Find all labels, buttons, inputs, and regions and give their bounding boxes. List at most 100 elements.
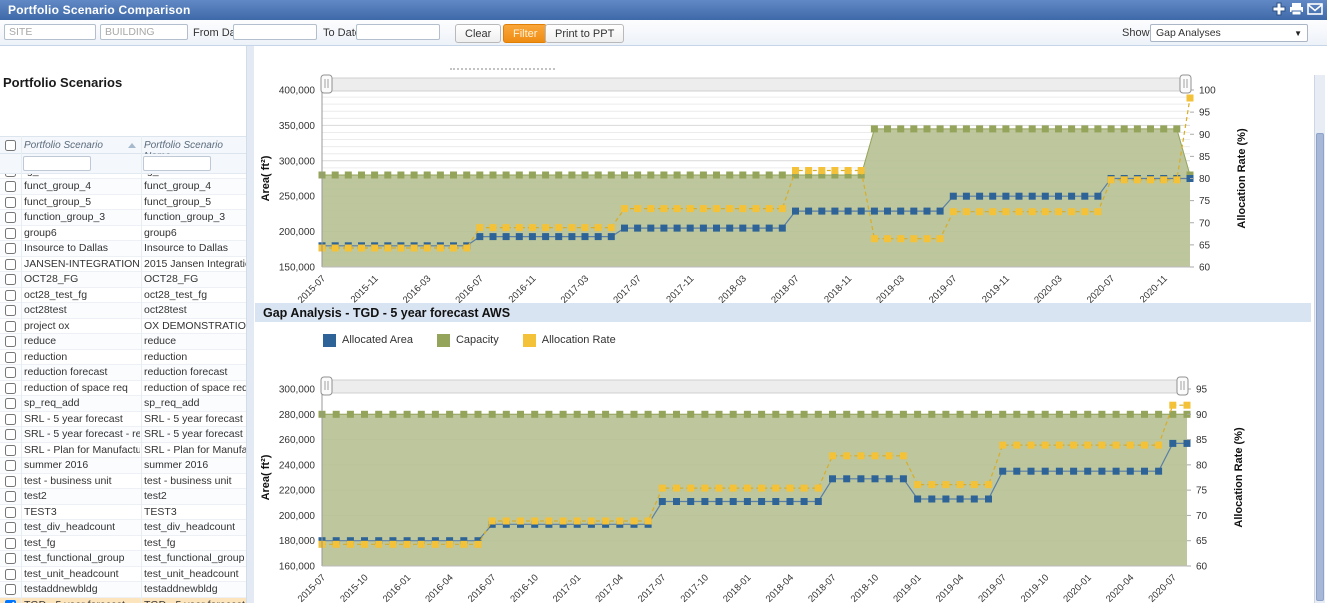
scenario-row[interactable]: reduce reduce (0, 334, 246, 350)
svg-text:85: 85 (1196, 435, 1208, 446)
scenario-row[interactable]: OCT28_FG OCT28_FG (0, 272, 246, 288)
building-input[interactable] (100, 24, 188, 40)
scenario-row[interactable]: JANSEN-INTEGRATION 2015 Jansen Integratio… (0, 256, 246, 272)
scenario-checkbox[interactable] (5, 537, 16, 549)
filter-button[interactable]: Filter (503, 24, 548, 43)
scenario-row[interactable]: funct_group_4 funct_group_4 (0, 179, 246, 195)
scenario-checkbox[interactable] (5, 336, 16, 347)
scenario-row[interactable]: SRL - Plan for Manufacturing SRL - Plan f… (0, 442, 246, 458)
legend-item-allocation-rate[interactable]: Allocation Rate (522, 333, 616, 347)
scenario-row[interactable]: project ox OX DEMONSTRATION PRC (0, 318, 246, 334)
show-dropdown[interactable]: Gap Analyses ▼ (1150, 24, 1308, 42)
scenario-checkbox[interactable] (5, 599, 16, 603)
scenario-row[interactable]: SRL - 5 year forecast - reduced SRL - 5 y… (0, 427, 246, 443)
scenario-filter-input[interactable] (23, 156, 91, 171)
scenario-checkbox[interactable] (5, 506, 16, 518)
scenario-row[interactable]: test - business unit test - business unit (0, 473, 246, 489)
scenario-cell: reduction (24, 350, 68, 363)
clear-button[interactable]: Clear (455, 24, 502, 43)
select-all-checkbox[interactable] (5, 140, 16, 151)
scenario-checkbox[interactable] (5, 444, 16, 456)
scenario-checkbox[interactable] (5, 243, 16, 254)
mail-icon[interactable] (1307, 2, 1323, 16)
scenario-row[interactable]: oct28test oct28test (0, 303, 246, 319)
scenario-name-cell: test_div_headcount (144, 521, 236, 533)
print-icon[interactable] (1289, 2, 1304, 16)
scenario-name-filter-input[interactable] (143, 156, 211, 171)
scenario-row[interactable]: test_unit_headcount test_unit_headcount (0, 566, 246, 582)
column-header-scenario[interactable]: Portfolio Scenario (24, 140, 103, 151)
svg-text:2015-11: 2015-11 (349, 273, 381, 303)
scenario-row[interactable]: oct28_test_fg oct28_test_fg (0, 287, 246, 303)
scenario-checkbox[interactable] (5, 584, 16, 595)
from-date-input[interactable] (233, 24, 317, 40)
site-input[interactable] (4, 24, 96, 40)
scenario-checkbox[interactable] (5, 351, 16, 363)
splitter-drag-handle[interactable] (450, 68, 555, 70)
scenario-checkbox[interactable] (5, 305, 16, 316)
scenario-row[interactable]: test_fg test_fg (0, 535, 246, 551)
scenario-checkbox[interactable] (5, 491, 16, 502)
legend-item-allocated-area[interactable]: Allocated Area (323, 333, 413, 347)
scenario-checkbox[interactable] (5, 568, 16, 580)
scenario-row[interactable]: funct_group_5 funct_group_5 (0, 194, 246, 210)
scenario-checkbox[interactable] (5, 429, 16, 440)
scenario-checkbox[interactable] (5, 196, 16, 208)
scrollbar-thumb[interactable] (1316, 133, 1324, 601)
scenario-grid-filter-row (0, 154, 246, 174)
scenario-row[interactable]: reduction of space req reduction of space… (0, 380, 246, 396)
print-to-ppt-button[interactable]: Print to PPT (545, 24, 625, 43)
slider-handle-right[interactable] (1176, 376, 1189, 396)
svg-text:2020-04: 2020-04 (1104, 572, 1136, 603)
scenario-name-cell: fg_55 (144, 174, 246, 177)
svg-text:2018-10: 2018-10 (849, 572, 881, 603)
slider-handle-right[interactable] (1179, 74, 1192, 94)
scenario-checkbox[interactable] (5, 274, 16, 285)
slider-handle-left[interactable] (320, 376, 333, 396)
scenario-checkbox[interactable] (5, 382, 16, 394)
scenario-row[interactable]: test2 test2 (0, 489, 246, 505)
vertical-scrollbar[interactable] (1314, 75, 1325, 603)
svg-text:2018-07: 2018-07 (769, 273, 801, 303)
svg-text:200,000: 200,000 (279, 511, 316, 522)
svg-text:2020-07: 2020-07 (1085, 273, 1117, 303)
scenario-checkbox[interactable] (5, 460, 16, 471)
scenario-row[interactable]: summer 2016 summer 2016 (0, 458, 246, 474)
svg-text:250,000: 250,000 (279, 192, 316, 203)
slider-handle-left[interactable] (320, 74, 333, 94)
scenario-checkbox[interactable] (5, 258, 16, 270)
add-icon[interactable] (1272, 2, 1286, 16)
scenario-name-cell: group6 (144, 226, 177, 239)
scenario-row[interactable]: SRL - 5 year forecast SRL - 5 year foreca… (0, 411, 246, 427)
scenario-checkbox[interactable] (5, 212, 16, 223)
scenario-row[interactable]: testaddnewbldg testaddnewbldg (0, 582, 246, 598)
panel-splitter[interactable] (246, 46, 254, 603)
scenario-row[interactable]: sp_req_add sp_req_add (0, 396, 246, 412)
svg-text:70: 70 (1199, 218, 1211, 229)
scenario-row[interactable]: TGD - 5 year forecast TGD - 5 year foreca… (0, 597, 246, 603)
scenario-checkbox[interactable] (5, 181, 16, 192)
scenario-row[interactable]: group6 group6 (0, 225, 246, 241)
svg-text:2016-11: 2016-11 (507, 273, 539, 303)
scenario-checkbox[interactable] (5, 367, 16, 378)
to-date-input[interactable] (356, 24, 440, 40)
scenario-row[interactable]: test_div_headcount test_div_headcount (0, 520, 246, 536)
scenario-row[interactable]: fg_55 fg_55 (0, 174, 246, 179)
scenario-row[interactable]: reduction reduction (0, 349, 246, 365)
scenario-checkbox[interactable] (5, 475, 16, 487)
scenario-checkbox[interactable] (5, 522, 16, 533)
scenario-checkbox[interactable] (5, 289, 16, 301)
scenario-row[interactable]: reduction forecast reduction forecast (0, 365, 246, 381)
scenario-checkbox[interactable] (5, 553, 16, 564)
scenario-checkbox[interactable] (5, 320, 16, 332)
legend-item-capacity[interactable]: Capacity (436, 333, 499, 347)
scenario-name-cell: reduce (144, 335, 177, 347)
scenario-checkbox[interactable] (5, 398, 16, 409)
scenario-row[interactable]: TEST3 TEST3 (0, 504, 246, 520)
scenario-row[interactable]: function_group_3 function_group_3 (0, 210, 246, 226)
scenario-checkbox[interactable] (5, 227, 16, 239)
scenario-row[interactable]: test_functional_group test_functional_gro… (0, 551, 246, 567)
scenario-checkbox[interactable] (5, 174, 16, 177)
scenario-row[interactable]: Insource to Dallas Insource to Dallas (0, 241, 246, 257)
scenario-checkbox[interactable] (5, 413, 16, 425)
